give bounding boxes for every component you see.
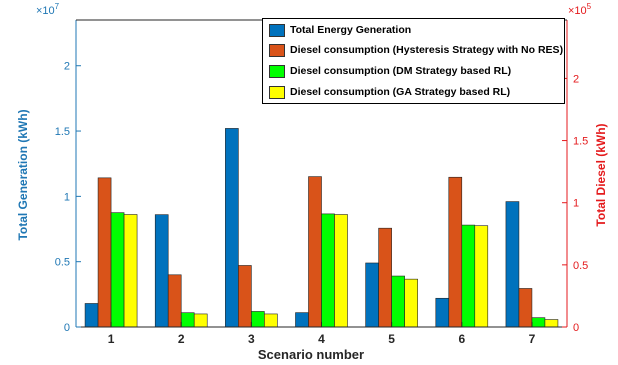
left-tick-label: 0.5 (55, 257, 70, 269)
bar (474, 225, 489, 328)
legend: Total Energy Generation Diesel consumpti… (262, 18, 565, 104)
x-tick-label: 5 (388, 332, 395, 346)
x-axis-label: Scenario number (258, 347, 364, 362)
bar (84, 303, 99, 328)
bar (321, 213, 335, 328)
legend-item-total-energy: Total Energy Generation (269, 21, 411, 39)
legend-label: Diesel consumption (GA Strategy based RL… (290, 86, 511, 98)
x-tick-label: 7 (529, 332, 536, 346)
bar (180, 312, 195, 328)
bar (531, 317, 546, 328)
legend-label: Diesel consumption (Hysteresis Strategy … (290, 44, 564, 56)
x-tick-label: 2 (178, 332, 185, 346)
bars (84, 128, 559, 328)
bar (365, 262, 379, 328)
right-tick-label: 2 (573, 73, 579, 85)
bar (295, 312, 309, 328)
legend-item-dm: Diesel consumption (DM Strategy based RL… (269, 62, 511, 80)
x-tick-label: 1 (108, 332, 115, 346)
left-axis-exponent: ×107 (36, 2, 60, 17)
left-tick-label: 2 (64, 61, 70, 73)
left-tick-label: 0 (64, 322, 70, 334)
bar (167, 274, 182, 328)
bar (544, 319, 559, 328)
right-tick-label: 1 (573, 198, 579, 210)
x-tick-label: 3 (248, 332, 255, 346)
bar (435, 297, 450, 328)
legend-item-ga: Diesel consumption (GA Strategy based RL… (269, 83, 510, 101)
bar (238, 265, 252, 328)
legend-label: Total Energy Generation (290, 24, 412, 36)
bar (264, 313, 278, 328)
bar (123, 214, 138, 328)
bar (378, 227, 392, 328)
right-axis-label: Total Diesel (kWh) (594, 123, 608, 226)
right-tick-label: 1.5 (573, 136, 588, 148)
legend-swatch-hysteresis (269, 43, 285, 57)
legend-label: Diesel consumption (DM Strategy based RL… (290, 65, 512, 77)
right-axis-exponent: ×105 (568, 2, 592, 17)
bar (225, 128, 239, 328)
bar (461, 224, 476, 328)
x-tick-label: 4 (318, 332, 325, 346)
right-tick-label: 0 (573, 322, 579, 334)
bar (391, 275, 405, 328)
left-tick-label: 1 (64, 191, 70, 203)
bar (154, 214, 169, 328)
legend-item-hysteresis: Diesel consumption (Hysteresis Strategy … (269, 41, 563, 59)
bar (308, 176, 322, 328)
legend-swatch-ga (269, 85, 285, 99)
bar (404, 278, 418, 328)
right-tick-label: 0.5 (573, 260, 588, 272)
left-axis-label: Total Generation (kWh) (16, 109, 30, 240)
bar (193, 313, 208, 328)
x-tick-label: 6 (458, 332, 465, 346)
bar (505, 201, 520, 328)
bar (518, 288, 533, 328)
bar (251, 311, 265, 328)
bar (334, 214, 348, 328)
bar (110, 212, 125, 328)
left-tick-label: 1.5 (55, 126, 70, 138)
bar (97, 177, 112, 328)
legend-swatch-total-energy (269, 23, 285, 37)
legend-swatch-dm (269, 64, 285, 78)
bar (448, 176, 463, 328)
